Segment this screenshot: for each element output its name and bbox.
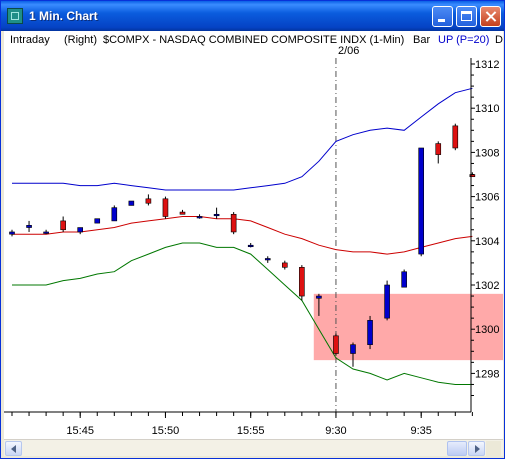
scroll-left-button[interactable]: [5, 441, 22, 456]
candle-body: [435, 143, 442, 155]
candle-body: [145, 198, 152, 204]
candle-body: [333, 335, 339, 354]
candle-body: [316, 295, 322, 299]
candle-body: [418, 147, 425, 255]
candle-body: [350, 344, 356, 354]
candle-body: [281, 262, 288, 268]
price-chart[interactable]: Intraday (Right) $COMPX - NASDAQ COMBINE…: [4, 31, 503, 439]
title-bar[interactable]: 1 Min. Chart: [1, 1, 504, 31]
candle-body: [452, 125, 459, 149]
candle-body: [367, 320, 373, 345]
candle-body: [247, 244, 254, 248]
x-tick-label: 9:35: [410, 425, 431, 437]
window-title: 1 Min. Chart: [29, 9, 98, 23]
candle-body: [401, 271, 407, 288]
maximize-button[interactable]: [456, 6, 477, 27]
candle-body: [94, 218, 101, 224]
lower-band-line: [12, 242, 473, 385]
candle-body: [213, 213, 220, 217]
y-tick-label: 1298: [475, 368, 499, 380]
header-cut-text: D: [495, 34, 503, 46]
header-indicator: UP (P=20): [438, 34, 489, 46]
y-tick-label: 1300: [475, 324, 499, 336]
y-tick-label: 1312: [475, 59, 499, 71]
candle-body: [60, 220, 66, 231]
candle-body: [299, 267, 305, 297]
y-tick-label: 1310: [475, 103, 499, 115]
header-date: 2/06: [338, 45, 359, 57]
y-tick-label: 1302: [475, 280, 499, 292]
x-tick-label: 15:55: [237, 425, 265, 437]
candle-body: [128, 200, 135, 206]
candle-body: [77, 227, 83, 233]
header-mode: Intraday: [10, 34, 50, 46]
horizontal-scrollbar[interactable]: [4, 439, 503, 456]
y-tick-label: 1304: [475, 236, 499, 248]
minimize-button[interactable]: [432, 6, 453, 27]
size-grip[interactable]: [486, 441, 501, 456]
x-tick-label: 15:50: [152, 425, 180, 437]
y-tick-label: 1306: [475, 192, 499, 204]
candle-body: [162, 198, 169, 217]
candle-body: [43, 231, 49, 234]
x-tick-label: 9:30: [325, 425, 346, 437]
candle-body: [26, 225, 32, 228]
candle-body: [264, 258, 271, 261]
header-axis-side: (Right): [64, 34, 97, 46]
y-tick-label: 1308: [475, 147, 499, 159]
candle-body: [384, 284, 390, 319]
header-style: Bar: [413, 34, 430, 46]
upper-band-line: [12, 87, 473, 191]
chart-app-icon[interactable]: [7, 8, 23, 24]
scroll-right-button[interactable]: [468, 441, 485, 456]
candle-body: [111, 207, 118, 222]
x-tick-label: 15:45: [66, 425, 94, 437]
close-button[interactable]: [480, 6, 501, 27]
candle-body: [196, 216, 203, 219]
candle-body: [9, 231, 15, 235]
scroll-thumb[interactable]: [447, 441, 467, 456]
header-symbol: $COMPX - NASDAQ COMBINED COMPOSITE INDX …: [103, 34, 404, 46]
candle-body: [179, 211, 186, 215]
chart-area[interactable]: Intraday (Right) $COMPX - NASDAQ COMBINE…: [4, 31, 503, 439]
middle-band-line: [12, 216, 473, 255]
candle-body: [230, 213, 237, 233]
